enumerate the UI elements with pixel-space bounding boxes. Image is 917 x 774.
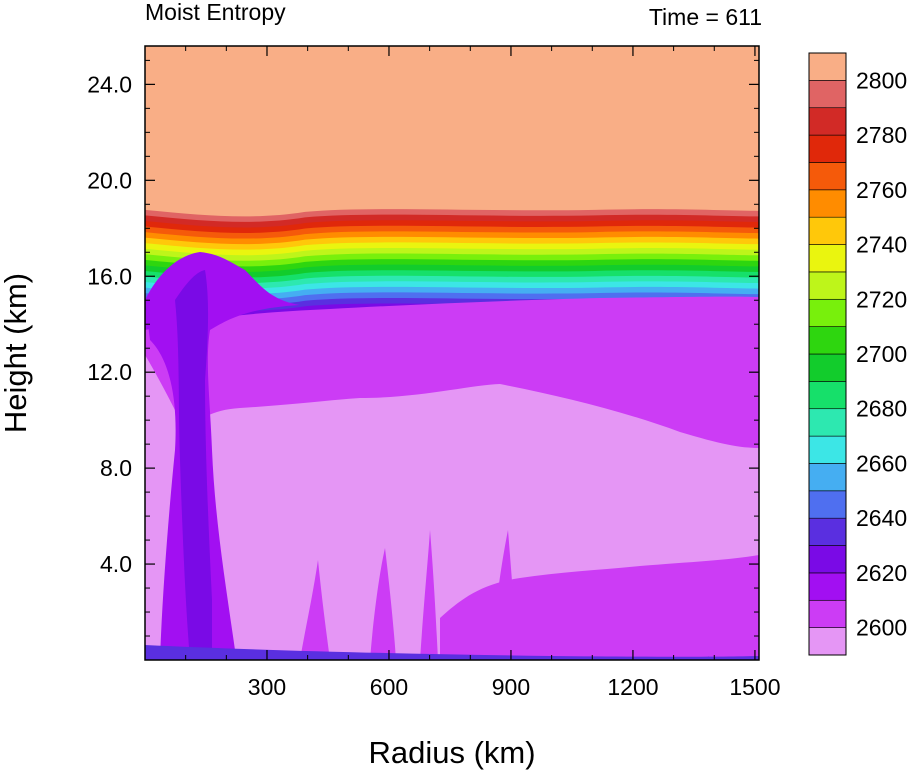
colorbar-label: 2680 bbox=[856, 396, 907, 422]
colorbar-swatch bbox=[808, 599, 847, 628]
colorbar-swatch bbox=[808, 572, 847, 601]
colorbar: 2600 2620 2640 2660 2680 2700 2720 2740 2760 2780… bbox=[808, 52, 907, 656]
colorbar-swatch bbox=[808, 244, 847, 273]
colorbar-label: 2600 bbox=[856, 615, 907, 641]
colorbar-swatch bbox=[808, 463, 847, 492]
colorbar-swatch bbox=[808, 298, 847, 327]
time-label: Time = 611 bbox=[649, 4, 762, 30]
y-tick-label: 8.0 bbox=[100, 455, 132, 481]
colorbar-swatch bbox=[808, 381, 847, 410]
y-tick-label: 20.0 bbox=[87, 167, 132, 193]
colorbar-label: 2700 bbox=[856, 341, 907, 367]
colorbar-frame bbox=[808, 52, 847, 656]
colorbar-swatch bbox=[808, 490, 847, 519]
colorbar-swatch bbox=[808, 545, 847, 574]
colorbar-swatch bbox=[808, 627, 847, 656]
colorbar-swatch bbox=[808, 189, 847, 218]
plot-frame bbox=[144, 45, 760, 661]
colorbar-swatch bbox=[808, 326, 847, 355]
y-tick-label: 4.0 bbox=[100, 551, 132, 577]
x-tick-label: 1200 bbox=[607, 674, 658, 700]
colorbar-label: 2780 bbox=[856, 122, 907, 148]
y-axis-label: Height (km) bbox=[0, 273, 33, 433]
x-axis: 300 600 900 1200 1500 bbox=[185, 46, 781, 700]
colorbar-swatch bbox=[808, 134, 847, 163]
colorbar-label: 2640 bbox=[856, 505, 907, 531]
colorbar-swatch bbox=[808, 80, 847, 109]
y-axis: 4.0 8.0 12.0 16.0 20.0 24.0 bbox=[87, 59, 759, 637]
colorbar-swatch bbox=[808, 162, 847, 191]
y-tick-label: 16.0 bbox=[87, 263, 132, 289]
x-tick-label: 600 bbox=[370, 674, 408, 700]
colorbar-label: 2660 bbox=[856, 450, 907, 476]
colorbar-swatch bbox=[808, 353, 847, 382]
colorbar-label: 2740 bbox=[856, 232, 907, 258]
colorbar-swatch bbox=[808, 52, 847, 81]
y-tick-label: 24.0 bbox=[87, 71, 132, 97]
colorbar-label: 2620 bbox=[856, 560, 907, 586]
x-axis-label: Radius (km) bbox=[368, 735, 535, 770]
x-tick-label: 900 bbox=[492, 674, 530, 700]
colorbar-label: 2800 bbox=[856, 67, 907, 93]
colorbar-label: 2720 bbox=[856, 286, 907, 312]
colorbar-swatch bbox=[808, 435, 847, 464]
x-tick-label: 1500 bbox=[729, 674, 780, 700]
region-lower-troposphere bbox=[145, 355, 759, 660]
y-tick-label: 12.0 bbox=[87, 359, 132, 385]
region-plumes bbox=[300, 530, 518, 660]
region-eyewall-core bbox=[175, 270, 212, 660]
colorbar-swatch bbox=[808, 408, 847, 437]
x-tick-label: 300 bbox=[248, 674, 286, 700]
colorbar-swatch bbox=[808, 216, 847, 245]
region-surface-layer bbox=[145, 645, 759, 660]
colorbar-label: 2760 bbox=[856, 177, 907, 203]
chart-title: Moist Entropy bbox=[145, 0, 286, 25]
contour-field bbox=[145, 46, 759, 660]
colorbar-swatch bbox=[808, 517, 847, 546]
colorbar-swatch bbox=[808, 271, 847, 300]
colorbar-swatch bbox=[808, 107, 847, 136]
